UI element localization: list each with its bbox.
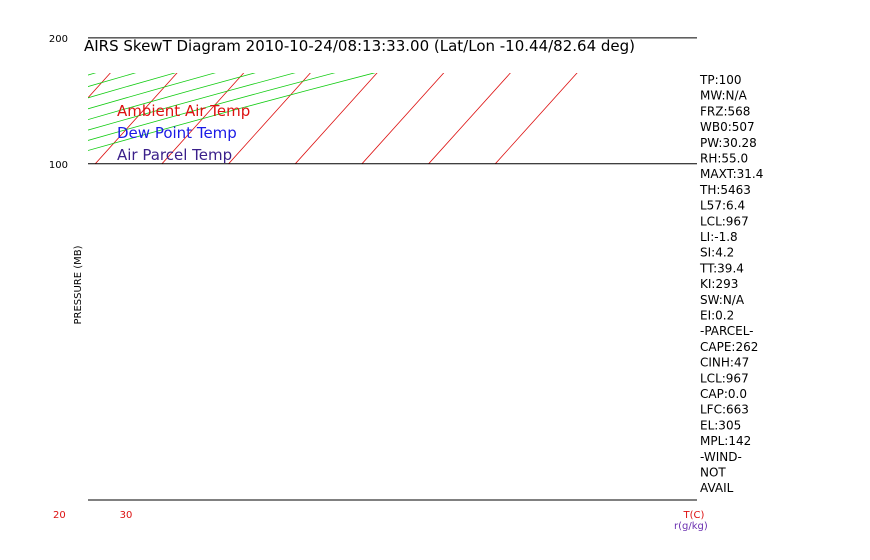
index-label: LI:-1.8 [700, 230, 738, 244]
isotherm-line [428, 73, 511, 165]
moist-adiabat-lines [0, 0, 840, 12]
isotherm-line [0, 0, 80, 164]
series-line-dew-point-temp [0, 0, 749, 164]
moist-adiabat-line [177, 0, 813, 12]
legend-entry-dew-point-temp: Dew Point Temp [117, 124, 237, 142]
dry-adiabat-line [0, 0, 98, 155]
index-label: NOT [700, 466, 726, 480]
moist-adiabat-line [0, 0, 653, 12]
mixing-ratio-unit-label: r(g/kg) [674, 521, 708, 532]
moist-adiabat-line [0, 0, 733, 12]
bottom-temp-tick-label: 20 [53, 510, 66, 521]
index-label: LCL:967 [700, 371, 749, 385]
isotherm-lines [0, 0, 578, 165]
dry-adiabat-line [0, 0, 571, 155]
dry-adiabat-line [0, 0, 504, 155]
index-label: RH:55.0 [700, 152, 748, 166]
y-axis-title: PRESSURE (MB) [73, 245, 84, 324]
pressure-tick-label: 100 [49, 160, 68, 171]
index-label: CAPE:262 [700, 340, 758, 354]
isotherm-line [0, 0, 13, 164]
bottom-temp-tick-label: 30 [120, 510, 133, 521]
legend-entry-ambient-air-temp: Ambient Air Temp [117, 102, 250, 120]
isotherm-line [361, 73, 445, 165]
index-label: EI:0.2 [700, 309, 734, 323]
isotherm-line [88, 73, 111, 99]
index-label: L57:6.4 [700, 199, 745, 213]
moist-adiabat-line [0, 0, 706, 12]
index-label: TH:5463 [699, 183, 751, 197]
index-label: LCL:967 [700, 214, 749, 228]
index-label: CAP:0.0 [700, 387, 747, 401]
index-label: FRZ:568 [700, 104, 750, 118]
index-label: KI:293 [700, 277, 738, 291]
isotherm-line [94, 73, 178, 165]
chart-title: AIRS SkewT Diagram 2010-10-24/08:13:33.0… [84, 37, 635, 55]
index-label: MW:N/A [700, 89, 748, 103]
index-label: SI:4.2 [700, 246, 734, 260]
moist-adiabat-line [0, 0, 680, 12]
index-label: MPL:142 [700, 434, 751, 448]
moist-adiabat-line [21, 0, 760, 12]
index-label: CINH:47 [700, 356, 749, 370]
index-label: SW:N/A [700, 293, 745, 307]
isotherm-line [228, 73, 311, 165]
moist-adiabat-line [96, 0, 786, 12]
index-label: AVAIL [700, 481, 734, 495]
index-label: TP:100 [699, 73, 742, 87]
index-label: -PARCEL- [700, 324, 754, 338]
isotherm-line [494, 73, 578, 165]
axis-labels: 1002003004005006007008009001000PRESSURE … [49, 34, 708, 532]
index-label: LFC:663 [700, 403, 749, 417]
isobar-lines [88, 37, 697, 501]
series-line-air-parcel-temp [0, 0, 763, 164]
index-label: TT:39.4 [699, 261, 744, 275]
index-label: EL:305 [700, 418, 741, 432]
isotherm-line [294, 73, 378, 165]
dry-adiabat-line [0, 0, 639, 155]
pressure-tick-label: 200 [49, 34, 68, 45]
x-axis-unit-label: T(C) [683, 510, 705, 521]
index-label: -WIND- [700, 450, 742, 464]
isotherm-line [161, 73, 245, 165]
index-label: MAXT:31.4 [700, 167, 763, 181]
chart-legend: Ambient Air Temp Dew Point Temp Air Parcel… [117, 102, 250, 164]
index-label: PW:30.28 [700, 136, 757, 150]
moist-adiabat-line [254, 0, 840, 12]
legend-entry-air-parcel-temp: Air Parcel Temp [117, 146, 232, 164]
index-label: WB0:507 [700, 120, 755, 134]
